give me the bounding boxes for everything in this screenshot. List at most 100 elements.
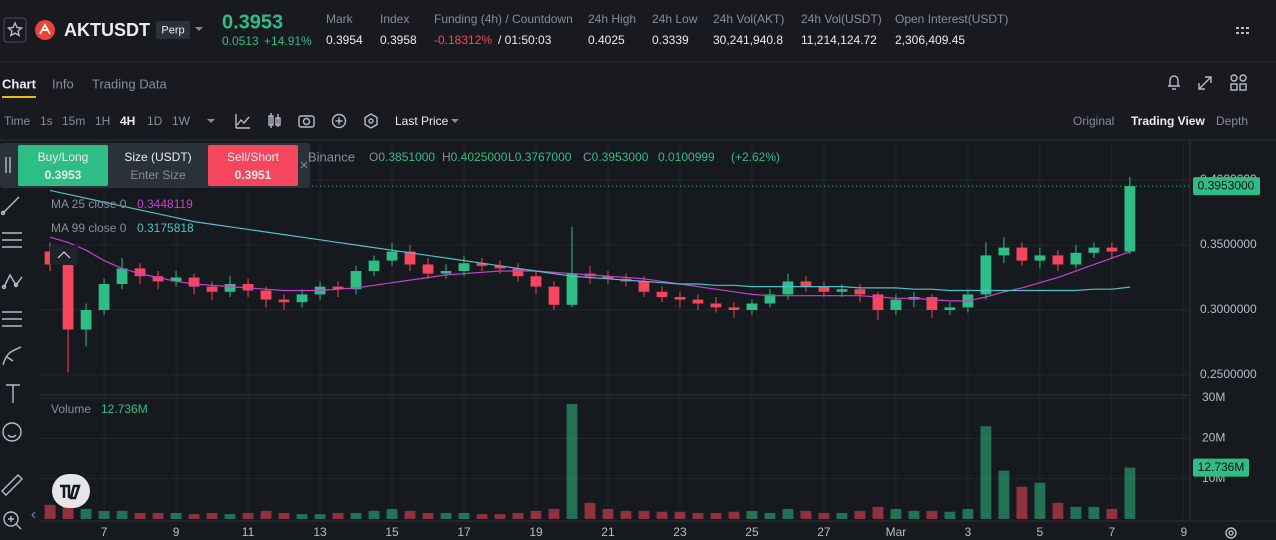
- volume-bar: [836, 512, 848, 519]
- stat-value: 2,306,409.45: [895, 33, 965, 47]
- close-panel[interactable]: [300, 161, 308, 169]
- candle-body: [1034, 255, 1046, 261]
- view-option[interactable]: Original: [1073, 114, 1114, 128]
- stat-label: 24h Low: [652, 12, 698, 26]
- sell-price: 0.3951: [235, 168, 272, 182]
- x-tick-label: 7: [101, 525, 108, 539]
- add-icon[interactable]: [331, 113, 347, 129]
- ohlc-value: 0.4025000: [451, 150, 508, 164]
- stat-value: 11,214,124.72: [801, 33, 877, 47]
- volume-bar: [818, 512, 830, 519]
- price-type[interactable]: Last Price: [395, 114, 449, 128]
- candle-body: [674, 297, 686, 300]
- size-input[interactable]: Enter Size: [130, 168, 186, 182]
- volume-bar: [386, 508, 398, 519]
- sell-button[interactable]: [208, 145, 298, 186]
- interval[interactable]: 1H: [95, 114, 110, 128]
- interval[interactable]: 4H: [120, 114, 135, 128]
- screenshot-icon[interactable]: [298, 115, 315, 128]
- y-tick-label: 0.3500000: [1200, 237, 1257, 251]
- settings-icon[interactable]: [364, 113, 378, 129]
- tab[interactable]: Chart: [2, 76, 37, 91]
- interval[interactable]: 1s: [40, 114, 53, 128]
- volume-bar: [908, 510, 920, 519]
- volume-bar: [692, 512, 704, 519]
- symbol[interactable]: AKTUSDT: [64, 20, 150, 40]
- coin-logo-mark: [39, 23, 51, 35]
- contract-badge: [156, 21, 190, 39]
- tab[interactable]: Info: [52, 76, 74, 91]
- collapse-legend[interactable]: [50, 245, 78, 265]
- favorite-button[interactable]: [3, 17, 27, 43]
- candle-body: [296, 294, 308, 303]
- star-icon: [6, 21, 24, 37]
- legend-change-pct: (+2.62%): [731, 150, 780, 164]
- symbol-dropdown[interactable]: [195, 27, 203, 31]
- buy-button[interactable]: [18, 145, 108, 186]
- candle-body: [854, 289, 866, 295]
- view-option[interactable]: Trading View: [1131, 114, 1205, 128]
- candle-body: [836, 289, 848, 292]
- volume-bar: [134, 512, 146, 519]
- interval[interactable]: 1D: [147, 114, 163, 128]
- chart-type-icon[interactable]: [268, 113, 281, 128]
- stat-label: 24h High: [588, 12, 636, 26]
- indicator-icon[interactable]: [235, 114, 250, 129]
- ma-value: 0.3448119: [137, 197, 193, 211]
- interval[interactable]: Time: [4, 114, 31, 128]
- volume-bar: [746, 510, 758, 519]
- candle-body: [998, 247, 1010, 256]
- layout-icon[interactable]: [1230, 74, 1247, 91]
- volume-bar: [674, 511, 686, 519]
- sell-label: Sell/Short: [227, 150, 280, 164]
- candle-body: [1106, 247, 1118, 252]
- tv-logo-mark: [60, 484, 81, 500]
- candle-body: [278, 299, 290, 303]
- legend-change: 0.0100999: [658, 150, 715, 164]
- ohlc-value: 0.3953000: [592, 150, 649, 164]
- more-menu[interactable]: [1236, 27, 1249, 34]
- drag-handle[interactable]: [5, 157, 11, 173]
- volume-bar: [296, 514, 308, 519]
- interval[interactable]: 1W: [172, 114, 191, 128]
- x-tick-label: 13: [313, 525, 327, 539]
- candle-body: [440, 271, 452, 274]
- candle-body: [494, 265, 506, 269]
- stat-label: Index: [380, 12, 409, 26]
- time-axis-settings[interactable]: [1225, 527, 1237, 539]
- candle-body: [1070, 252, 1082, 265]
- collapse-toolbar[interactable]: [31, 511, 36, 519]
- alert-icon[interactable]: [1168, 75, 1180, 90]
- candle-body: [530, 276, 542, 287]
- volume-bar: [314, 514, 326, 519]
- price-type-dropdown[interactable]: [451, 119, 459, 123]
- ohlc-label: C: [583, 150, 592, 164]
- volume-tick-label: 30M: [1202, 390, 1225, 404]
- stat-value: 0.3339: [652, 33, 689, 47]
- view-option[interactable]: Depth: [1216, 114, 1248, 128]
- candle-body: [1124, 186, 1136, 252]
- candle-body: [944, 307, 956, 310]
- chart-background: [0, 140, 1276, 540]
- volume-bar: [728, 511, 740, 519]
- axes: 7 9 11 13 15 17 19 21 23 25 27 Mar 3 5 7 9 0.2500000 0.30…: [101, 172, 1260, 539]
- volume-bar: [152, 512, 164, 519]
- fullscreen-icon[interactable]: [1198, 76, 1212, 90]
- toolbar: Time 1s 15m 1H 4H 1D 1W Last Price Original Tradi…: [4, 114, 1248, 128]
- tab[interactable]: Trading Data: [92, 76, 167, 91]
- volume-bar: [854, 510, 866, 519]
- volume-bar: [530, 510, 542, 519]
- ma-line: [49, 236, 1131, 302]
- drawing-tools[interactable]: [0, 196, 23, 530]
- stat-label: 24h Vol(USDT): [801, 12, 882, 26]
- ohlc-item: H0.4025000: [442, 150, 508, 164]
- volume-bar: [1106, 508, 1118, 519]
- volume-bar: [242, 512, 254, 519]
- candle-body: [1088, 247, 1100, 253]
- volume-bar: [278, 512, 290, 519]
- volume-bar: [872, 506, 884, 519]
- interval[interactable]: 15m: [62, 114, 85, 128]
- interval-dropdown[interactable]: [207, 119, 215, 123]
- candle-body: [422, 264, 434, 274]
